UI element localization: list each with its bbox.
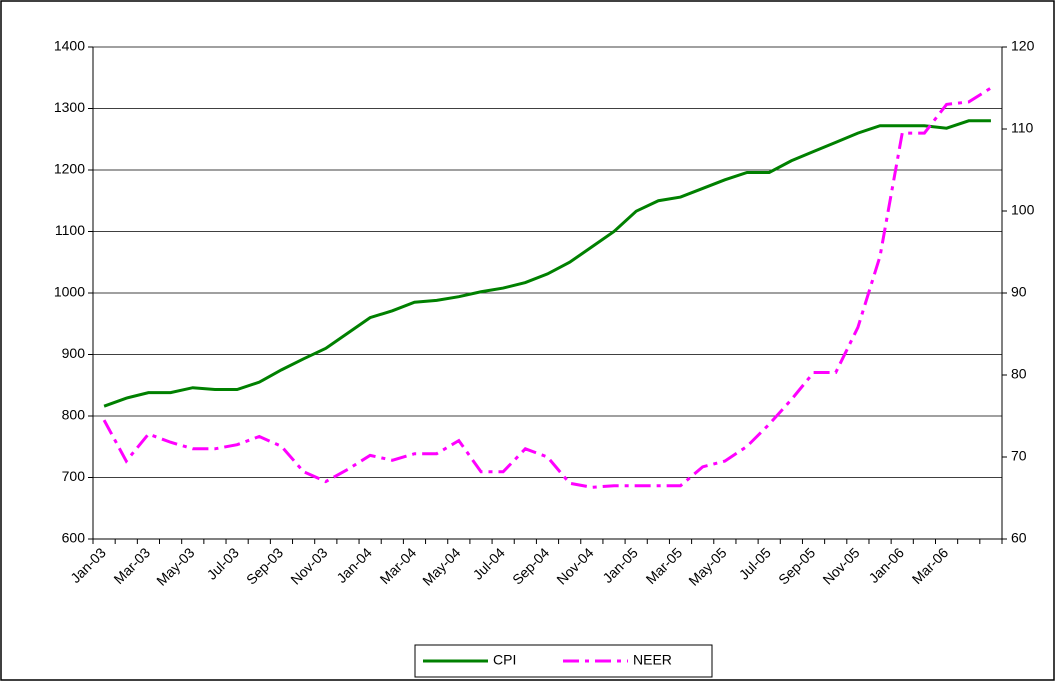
y2-tick-label: 70 [1011,448,1027,464]
y2-tick-label: 110 [1011,120,1034,136]
y-tick-label: 1300 [54,99,85,115]
y-tick-label: 600 [62,530,86,546]
series-line [103,119,991,408]
y-tick-label: 1000 [54,284,85,300]
y-tick-label: 700 [62,468,86,484]
y-tick-label: 1400 [54,38,85,54]
legend-label: CPI [493,652,516,668]
legend-label: NEER [633,652,672,668]
y2-tick-label: 80 [1011,366,1027,382]
y-tick-label: 900 [62,345,86,361]
y2-tick-label: 120 [1011,38,1035,54]
y2-tick-label: 100 [1011,202,1035,218]
y-tick-label: 800 [62,407,86,423]
y2-tick-label: 60 [1011,530,1027,546]
y-tick-label: 1200 [54,161,85,177]
series-line [102,86,992,489]
y2-tick-label: 90 [1011,284,1027,300]
y-tick-label: 1100 [55,222,85,238]
